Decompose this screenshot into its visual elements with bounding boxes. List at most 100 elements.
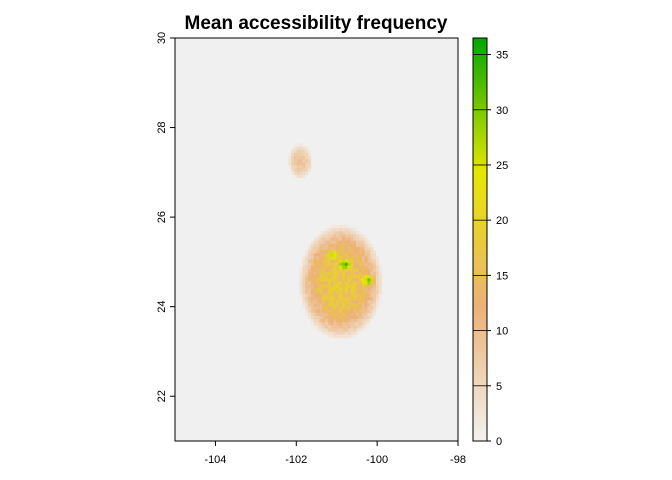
raster-cell [302,256,306,260]
raster-cell [361,318,365,323]
raster-cell [353,328,357,332]
raster-cell [302,287,306,291]
raster-cell [327,328,331,332]
raster-cell [370,246,374,251]
raster-cell [313,240,317,244]
raster-cell [339,321,343,326]
raster-cell [302,143,306,147]
raster-cell [319,318,323,323]
raster-cell [310,290,314,294]
raster-cell [339,328,343,332]
raster-cell [305,290,309,294]
raster-cell [378,296,382,301]
raster-cell [333,252,337,257]
raster-cell [293,146,297,150]
raster-cell [356,262,360,266]
raster-cell [316,303,320,307]
raster-cell [327,243,331,247]
raster-cell [353,306,357,310]
raster-cell [336,334,340,338]
raster-cell [339,256,343,260]
raster-cell [353,290,357,294]
raster-cell [347,224,351,229]
raster-cell [341,325,346,329]
raster-cell [344,224,348,229]
raster-cell [339,299,343,304]
raster-cell [336,234,340,238]
raster-cell [322,309,326,313]
raster-cell [305,309,309,313]
raster-cell [361,234,365,238]
raster-cell [330,234,334,238]
raster-cell [322,321,326,326]
raster-cell [347,243,351,247]
raster-cell [344,306,348,310]
raster-cell [319,309,323,313]
raster-cell [378,274,382,279]
raster-cell [319,252,323,257]
raster-cell [344,296,348,301]
raster-cell [333,290,337,294]
raster-cell [350,306,354,310]
raster-cell [330,284,334,288]
raster-cell [313,262,317,266]
raster-cell [347,230,351,235]
raster-cell [327,249,331,254]
raster-cell [319,284,323,288]
raster-cell [313,278,317,282]
raster-cell [336,306,340,310]
raster-cell [324,315,329,320]
raster-cell [339,281,343,285]
raster-cell [347,246,351,251]
raster-cell [308,296,312,301]
raster-cell [358,259,363,263]
raster-cell [299,165,303,169]
raster-cell [341,256,346,260]
raster-cell [319,299,323,304]
raster-cell [310,265,314,269]
raster-cell [373,274,377,279]
raster-cell [299,171,303,175]
raster-cell [316,309,320,313]
raster-cell [367,271,371,276]
raster-cell [299,274,303,279]
raster-cell [361,287,365,291]
raster-cell [370,287,374,291]
raster-cell [302,299,306,304]
raster-cell [333,246,337,251]
colorbar-tick-label: 5 [496,381,502,393]
raster-cell [353,274,357,279]
raster-cell [305,252,309,257]
raster-cell [305,284,309,288]
raster-cell [350,296,354,301]
raster-cell [302,281,306,285]
raster-cell [361,306,365,310]
raster-cell [361,271,365,276]
raster-cell [313,287,317,291]
raster-cell [364,287,368,291]
raster-cell [308,149,312,153]
raster-cell [350,328,354,332]
raster-cell [322,237,326,241]
raster-cell [333,265,337,269]
raster-cell [324,262,329,266]
raster-cell [356,234,360,238]
raster-cell [370,315,374,320]
raster-cell [324,243,329,247]
raster-cell [373,290,377,294]
raster-cell [302,174,306,178]
raster-cell [322,265,326,269]
raster-cell [313,274,317,279]
raster-cell [330,331,334,335]
raster-cell [322,293,326,298]
raster-cell [336,325,340,329]
raster-cell [319,246,323,251]
raster-cell [322,328,326,332]
raster-cell [324,325,329,329]
raster-cell [310,274,314,279]
raster-cell [319,240,323,244]
raster-cell [333,309,337,313]
raster-cell [305,256,309,260]
raster-cell [308,165,312,169]
